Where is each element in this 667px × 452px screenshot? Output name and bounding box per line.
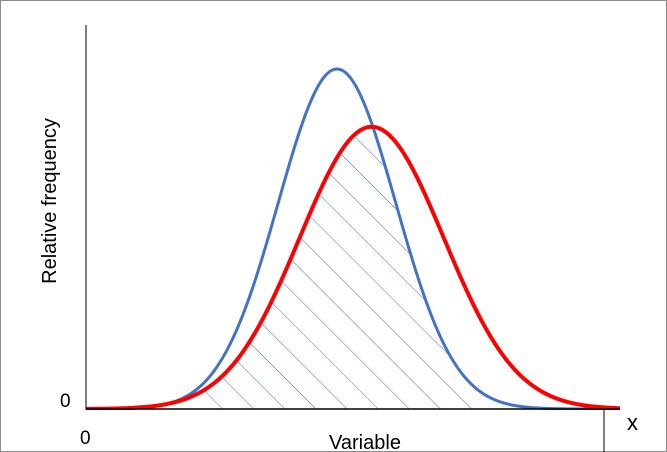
hatched-area <box>198 126 476 410</box>
y-axis-title: Relative frequency <box>39 118 61 284</box>
series-group <box>86 67 621 410</box>
x-origin-label: 0 <box>80 428 91 449</box>
shaded-overlap-region <box>198 126 476 410</box>
x-axis-title: Variable <box>329 432 401 452</box>
x-axis-end-label: x <box>627 410 638 435</box>
y-origin-label: 0 <box>60 391 71 412</box>
red-curve <box>86 124 621 410</box>
